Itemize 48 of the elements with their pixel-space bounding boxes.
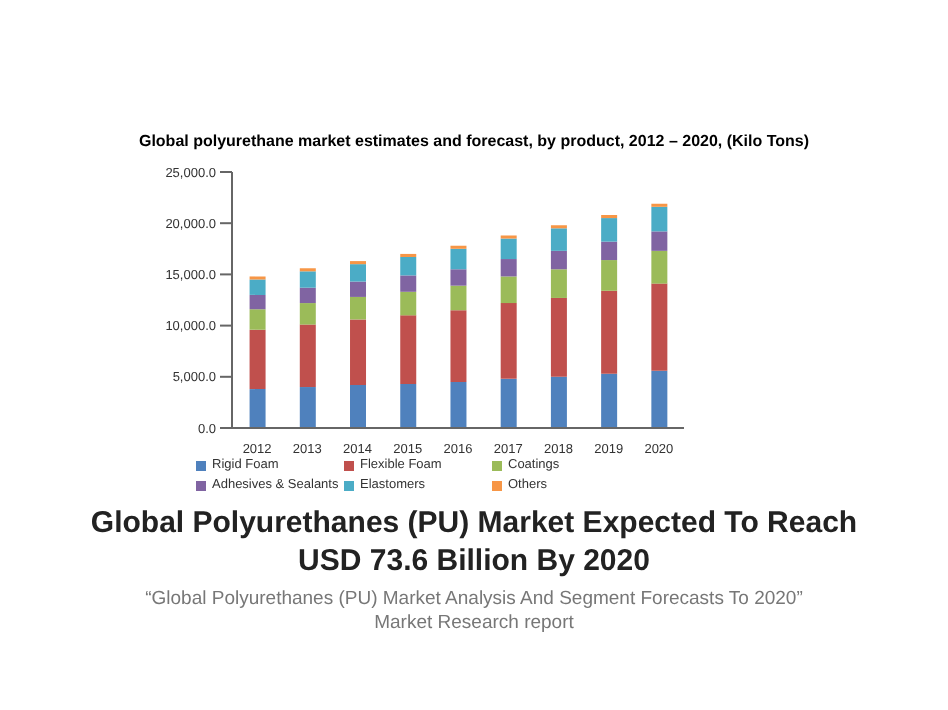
- bar: [500, 378, 517, 428]
- text: “Global Polyurethanes (PU) Market Analysis And Segment Forecasts To 2020” Market Research report: [143, 588, 805, 636]
- bar: [601, 218, 618, 242]
- bar: [651, 250, 668, 284]
- bar: [601, 290, 618, 374]
- bar: [450, 248, 467, 270]
- bar: [400, 275, 417, 292]
- bar: [249, 279, 266, 295]
- bar: [400, 291, 417, 316]
- text: Global Polyurethanes (PU) Market Expected To Reach USD 73.6 Billion By 2020: [88, 504, 860, 580]
- bar: [601, 260, 618, 291]
- bar: [651, 283, 668, 371]
- bar: [450, 381, 467, 428]
- bar: [601, 373, 618, 428]
- bar: [350, 264, 367, 282]
- bar: [400, 315, 417, 384]
- bar: [601, 241, 618, 261]
- bar: [299, 271, 316, 288]
- bar: [350, 384, 367, 428]
- bar: [651, 370, 668, 428]
- bar: [500, 259, 517, 277]
- bar: [400, 383, 417, 428]
- bar: [550, 297, 567, 377]
- bar: [500, 238, 517, 260]
- bar: [550, 376, 567, 428]
- bar: [550, 269, 567, 298]
- bar: [299, 303, 316, 325]
- bar: [350, 296, 367, 320]
- bar: [450, 310, 467, 382]
- bar: [350, 281, 367, 297]
- bar: [450, 269, 467, 286]
- bar: [500, 276, 517, 304]
- bar: [249, 329, 266, 390]
- bar: [651, 231, 668, 251]
- bar: [450, 285, 467, 311]
- bar: [249, 309, 266, 330]
- bar: [550, 250, 567, 270]
- bar: [249, 389, 266, 428]
- bar: [299, 387, 316, 428]
- chart-title: Global polyurethane market estimates and forecast, by product, 2012 – 2020, (Kilo Tons): [136, 132, 812, 150]
- bar: [249, 294, 266, 310]
- bar: [500, 303, 517, 379]
- bar: [550, 228, 567, 251]
- bar: [299, 324, 316, 388]
- bar: [350, 319, 367, 385]
- bar: [651, 206, 668, 232]
- bar: [400, 256, 417, 276]
- bar: [299, 287, 316, 304]
